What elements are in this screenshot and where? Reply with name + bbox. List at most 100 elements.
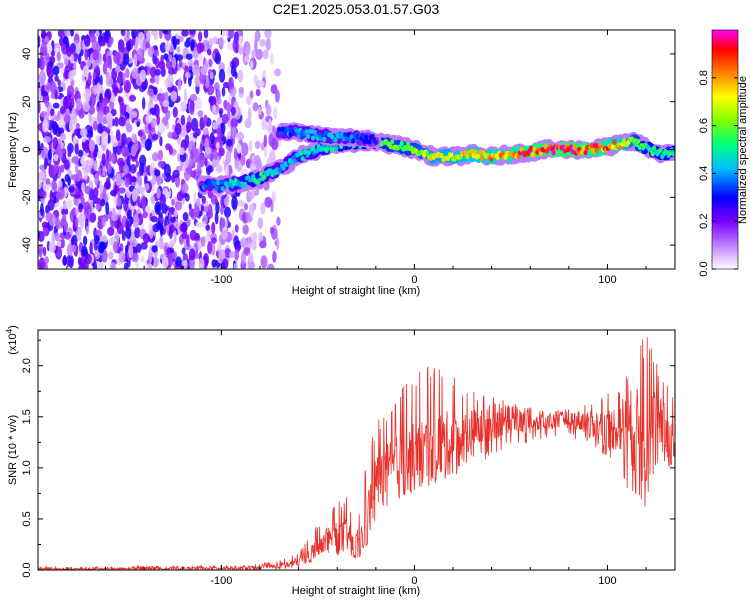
spectrogram-y-axis-label: Frequency (Hz) [7, 112, 19, 188]
spectrogram-noise-blob [254, 155, 261, 165]
spectrogram-noise-blob [223, 101, 232, 111]
spectrogram-noise-blob [54, 74, 59, 82]
spectrogram-noise-blob [262, 49, 269, 60]
snr-plot-area [38, 337, 675, 570]
spectrogram-noise-blob [123, 198, 128, 212]
spectrogram-noise-blob [125, 68, 130, 79]
spectrogram-noise-blob [204, 200, 209, 208]
spectrogram-noise-blob [116, 221, 124, 235]
spectrogram-noise-blob [105, 76, 114, 87]
spectrogram-noise-blob [234, 71, 238, 79]
spectrogram-noise-blob [81, 196, 85, 206]
spectrogram-noise-blob [246, 95, 252, 106]
spectrogram-noise-blob [253, 76, 258, 85]
spectrogram-noise-blob [261, 119, 268, 131]
spectrogram-noise-blob [229, 251, 236, 258]
spectrogram-noise-blob [174, 122, 182, 135]
spectrogram-noise-blob [237, 199, 245, 207]
spectrogram-ridge-cell [322, 136, 327, 142]
spectrogram-noise-blob [170, 216, 176, 223]
spectrogram-noise-blob [209, 132, 215, 145]
spectrogram-noise-blob [84, 48, 89, 61]
spectrogram-noise-blob [271, 191, 276, 202]
spectrogram-noise-blob [212, 150, 218, 159]
spectrogram-noise-blob [199, 143, 203, 153]
spectrogram-noise-blob [271, 137, 279, 151]
spectrogram-ridge-cell [360, 132, 365, 139]
spectrogram-noise-blob [154, 169, 161, 177]
spectrogram-noise-blob [154, 104, 160, 118]
spectrogram-noise-blob [57, 180, 63, 189]
spectrogram-noise-blob [189, 30, 196, 36]
spectrogram-noise-blob [128, 244, 134, 259]
spectrogram-noise-blob [195, 221, 202, 228]
spectrogram-ridge-cell [329, 146, 334, 153]
spectrogram-noise-blob [227, 42, 234, 51]
spectrogram-noise-blob [41, 90, 48, 97]
spectrogram-noise-blob [173, 35, 177, 49]
spectrogram-noise-blob [264, 196, 273, 208]
spectrogram-noise-blob [140, 242, 148, 250]
spectrogram-noise-blob [257, 231, 264, 242]
spectrogram-noise-blob [200, 65, 208, 76]
spectrogram-y-tick-label: 40 [21, 48, 33, 60]
spectrogram-noise-blob [118, 250, 126, 263]
spectrogram-noise-blob [147, 46, 155, 58]
spectrogram-noise-blob [257, 106, 262, 115]
spectrogram-noise-blob [212, 104, 217, 113]
spectrogram-ridge-cell [333, 137, 338, 143]
spectrogram-ridge-cell [633, 138, 638, 144]
spectrogram-noise-blob [126, 209, 132, 220]
spectrogram-noise-blob [138, 186, 145, 194]
spectrogram-noise-blob [38, 248, 43, 258]
spectrogram-noise-blob [237, 69, 244, 83]
snr-y-tick-label: 0.0 [21, 562, 33, 577]
spectrogram-noise-blob [210, 194, 218, 205]
spectrogram-noise-blob [75, 217, 79, 229]
spectrogram-noise-blob [107, 226, 115, 236]
spectrogram-noise-blob [221, 258, 229, 269]
spectrogram-noise-blob [231, 229, 235, 241]
spectrogram-upper-branch [273, 122, 382, 150]
snr-series-line [38, 337, 675, 570]
spectrogram-noise-blob [224, 206, 231, 218]
spectrogram-x-tick-label: -100 [210, 274, 232, 286]
spectrogram-noise-blob [112, 87, 120, 94]
spectrogram-noise-blob [57, 149, 64, 159]
spectrogram-noise-blob [52, 123, 59, 132]
spectrogram-ridge-cell [551, 150, 556, 156]
spectrogram-noise-blob [171, 174, 176, 183]
spectrogram-noise-blob [49, 80, 57, 95]
spectrogram-noise-blob [44, 100, 50, 108]
spectrogram-ridge-cell [446, 155, 451, 161]
spectrogram-noise-blob [214, 211, 219, 225]
spectrogram-noise-blob [107, 134, 111, 144]
spectrogram-noise-blob [137, 130, 144, 137]
spectrogram-noise-blob [139, 162, 144, 176]
spectrogram-noise-blob [66, 199, 73, 209]
spectrogram-noise-blob [142, 233, 150, 244]
snr-x-axis-label: Height of straight line (km) [292, 585, 420, 597]
spectrogram-noise-blob [71, 156, 79, 164]
spectrogram-noise-blob [88, 139, 95, 152]
spectrogram-x-tick-label: 0 [411, 274, 417, 286]
spectrogram-noise-blob [178, 147, 185, 156]
spectrogram-noise-blob [129, 94, 136, 102]
spectrogram-noise-blob [150, 66, 157, 78]
spectrogram-noise-blob [171, 56, 177, 69]
spectrogram-ridge-cell [352, 132, 357, 138]
spectrogram-noise-blob [38, 122, 43, 132]
spectrogram-noise-blob [244, 46, 251, 56]
spectrogram-noise-blob [122, 72, 126, 85]
spectrogram-noise-blob [150, 117, 157, 128]
spectrogram-noise-blob [189, 229, 197, 241]
snr-ticks: -100 0 100 0.0 0.5 1.0 1.5 2.0 [21, 330, 675, 587]
spectrogram-noise-blob [105, 148, 110, 159]
spectrogram-noise-blob [93, 120, 98, 131]
spectrogram-noise-blob [82, 65, 90, 77]
spectrogram-panel: -100 0 100 -40 -20 0 20 40 Height of straight l… [7, 29, 676, 297]
spectrogram-ridge-cell [562, 148, 567, 154]
spectrogram-noise-blob [40, 203, 44, 217]
spectrogram-ridge-cell [583, 150, 588, 156]
spectrogram-ridge-cell [425, 150, 430, 156]
